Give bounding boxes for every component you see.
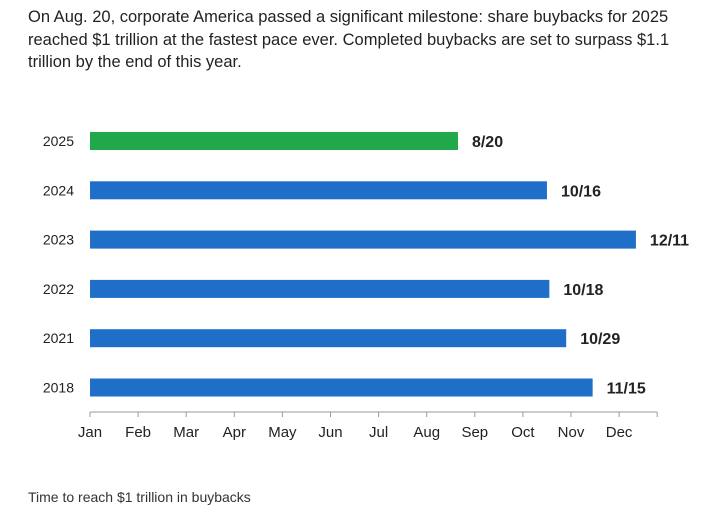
- chart-caption: Time to reach $1 trillion in buybacks: [28, 489, 251, 505]
- bar-2021: [90, 329, 567, 348]
- data-labels-group: 8/20 10/16 12/11 10/18 10/29 11/15: [472, 134, 689, 398]
- x-tick-label-jun: Jun: [318, 424, 342, 441]
- bar-2018: [90, 378, 593, 397]
- year-label-2024: 2024: [43, 182, 74, 198]
- buyback-bar-chart: 2025 2024 2023 2022 2021 2018 8/20 10/16 12/11 1…: [43, 132, 689, 441]
- x-tick-label-feb: Feb: [125, 424, 151, 441]
- bar-2022: [90, 279, 550, 298]
- x-tick-label-mar: Mar: [173, 424, 199, 441]
- bar-2024: [90, 181, 547, 200]
- year-label-2018: 2018: [43, 380, 74, 396]
- year-label-2021: 2021: [43, 330, 74, 346]
- data-label-2022: 10/18: [563, 282, 603, 299]
- x-tick-label-aug: Aug: [413, 424, 440, 441]
- data-label-2023: 12/11: [650, 233, 689, 250]
- year-label-2023: 2023: [43, 232, 74, 248]
- bar-2023: [90, 230, 636, 249]
- x-axis: [89, 411, 658, 417]
- x-tick-label-jan: Jan: [78, 424, 102, 441]
- x-tick-label-oct: Oct: [511, 424, 535, 441]
- x-tick-label-sep: Sep: [461, 424, 488, 441]
- x-tick-label-may: May: [268, 424, 297, 441]
- x-tick-label-dec: Dec: [606, 424, 633, 441]
- data-label-2025: 8/20: [472, 134, 503, 151]
- year-label-2022: 2022: [43, 281, 74, 297]
- year-label-2025: 2025: [43, 133, 74, 149]
- intro-paragraph: On Aug. 20, corporate America passed a s…: [28, 8, 670, 71]
- year-labels-group: 2025 2024 2023 2022 2021 2018: [43, 133, 74, 396]
- data-label-2024: 10/16: [561, 183, 601, 200]
- bar-2025: [90, 132, 458, 150]
- x-tick-label-nov: Nov: [558, 424, 585, 441]
- x-tick-label-jul: Jul: [369, 424, 388, 441]
- data-label-2018: 11/15: [607, 381, 646, 398]
- bars-group: [90, 132, 636, 397]
- x-tick-label-apr: Apr: [223, 424, 246, 441]
- x-tick-labels-group: Jan Feb Mar Apr May Jun Jul Aug Sep Oct Nov Dec: [78, 424, 633, 441]
- data-label-2021: 10/29: [580, 331, 620, 348]
